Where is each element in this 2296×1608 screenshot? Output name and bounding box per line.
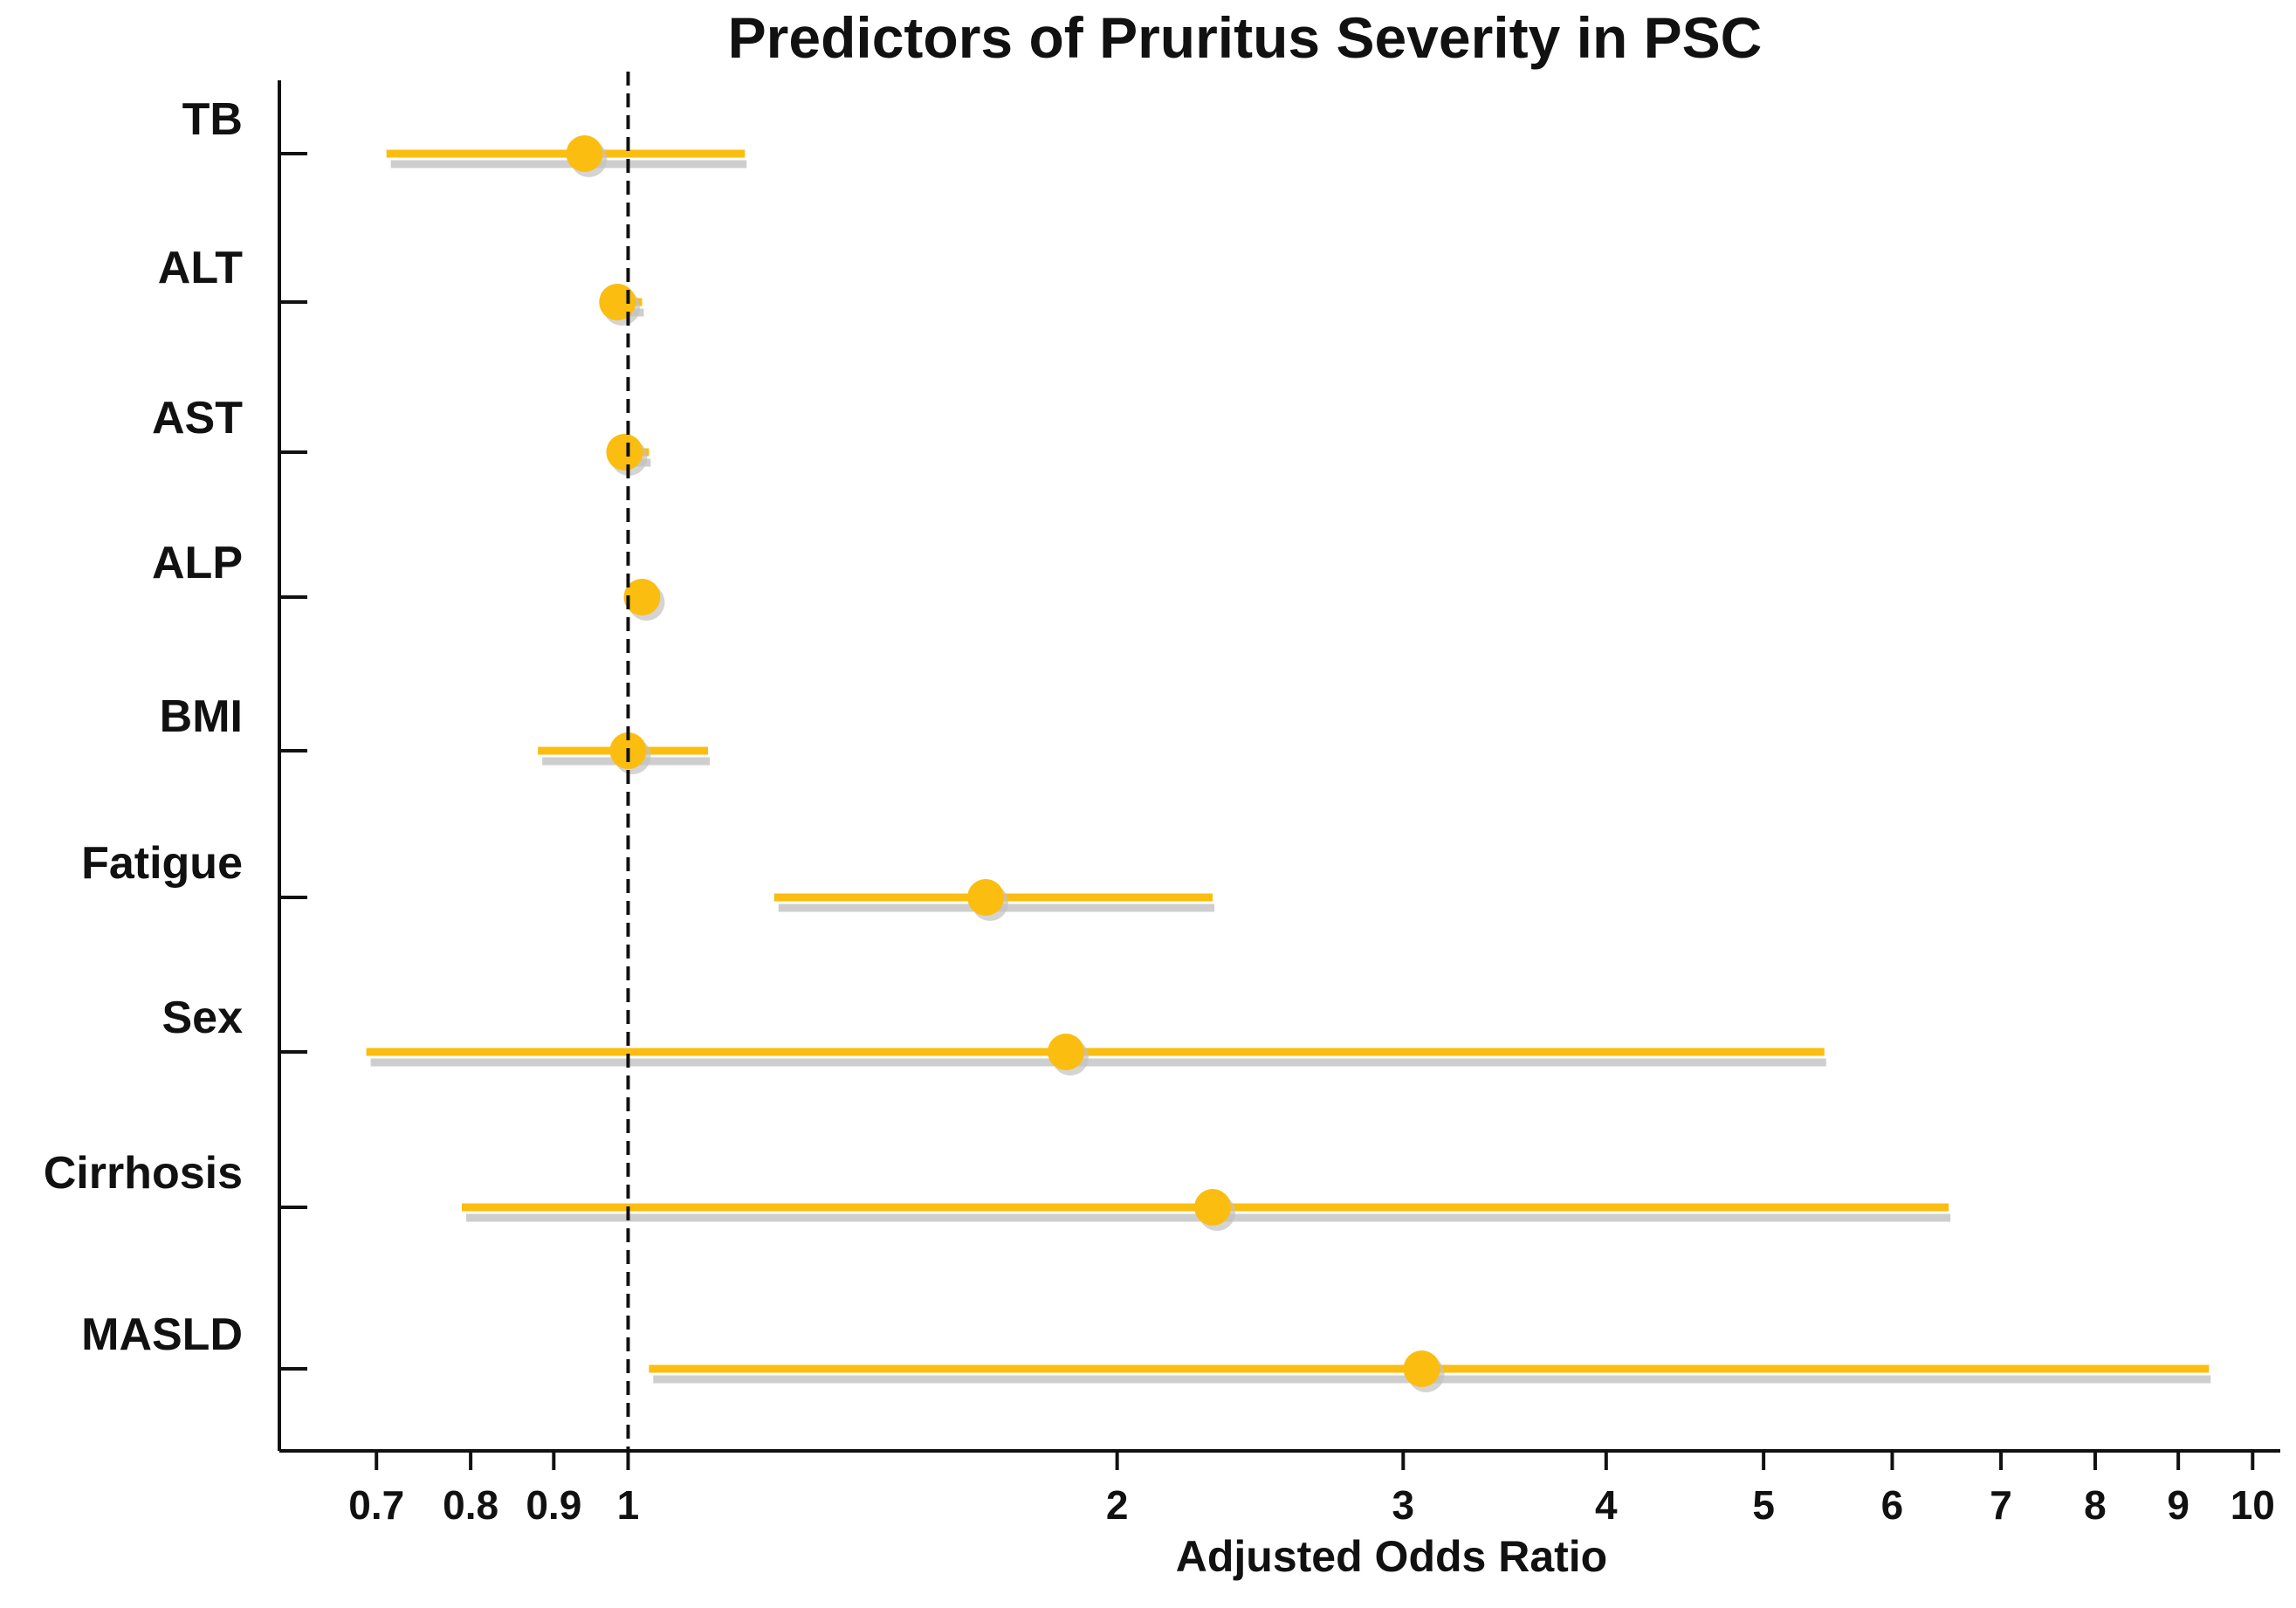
forest-row: MASLD	[81, 1309, 2211, 1392]
forest-row: AST	[152, 393, 651, 476]
forest-row: BMI	[160, 691, 711, 774]
x-axis-label: Adjusted Odds Ratio	[1176, 1532, 1607, 1581]
forest-row: ALP	[152, 538, 665, 621]
x-tick-label: 0.9	[526, 1482, 581, 1528]
x-tick-label: 10	[2231, 1482, 2275, 1528]
estimate-marker	[566, 135, 603, 172]
chart-title: Predictors of Pruritus Severity in PSC	[728, 5, 1763, 70]
row-label: TB	[182, 94, 243, 145]
x-tick-label: 6	[1881, 1482, 1904, 1528]
x-tick-label: 7	[1990, 1482, 2012, 1528]
forest-row: ALT	[158, 243, 644, 326]
row-label: ALT	[158, 243, 243, 293]
estimate-marker	[599, 284, 636, 320]
forest-row: TB	[182, 94, 747, 177]
estimate-marker	[1194, 1189, 1232, 1226]
row-label: AST	[152, 393, 243, 443]
estimate-marker	[606, 434, 643, 471]
rows-layer: TB ALT AST ALP BMI Fatigue Sex Cirrhosis MASLD	[44, 94, 2211, 1392]
x-tick-label: 3	[1392, 1482, 1415, 1528]
row-label: Sex	[162, 993, 243, 1043]
estimate-marker	[1403, 1350, 1440, 1387]
x-tick-label: 2	[1106, 1482, 1129, 1528]
x-tick-label: 0.7	[348, 1482, 404, 1528]
row-label: BMI	[160, 691, 243, 742]
x-tick-label: 1	[617, 1482, 640, 1528]
x-tick-label: 9	[2167, 1482, 2189, 1528]
x-tick-label: 4	[1595, 1482, 1618, 1528]
estimate-marker	[967, 879, 1005, 916]
x-tick-label: 8	[2084, 1482, 2107, 1528]
forest-row: Sex	[162, 993, 1826, 1075]
estimate-marker	[1047, 1034, 1084, 1070]
axis-layer: 0.7 0.8 0.9 1 2 3 4 5 6 7 8 9 10	[278, 72, 2280, 1528]
row-label: Fatigue	[81, 838, 243, 889]
row-label: MASLD	[81, 1309, 243, 1360]
x-tick-label: 5	[1752, 1482, 1775, 1528]
row-label: Cirrhosis	[44, 1148, 243, 1199]
estimate-marker	[623, 579, 661, 615]
row-label: ALP	[152, 538, 243, 588]
forest-row: Cirrhosis	[44, 1148, 1951, 1231]
forest-row: Fatigue	[81, 838, 1215, 921]
x-tick-label: 0.8	[443, 1482, 498, 1528]
